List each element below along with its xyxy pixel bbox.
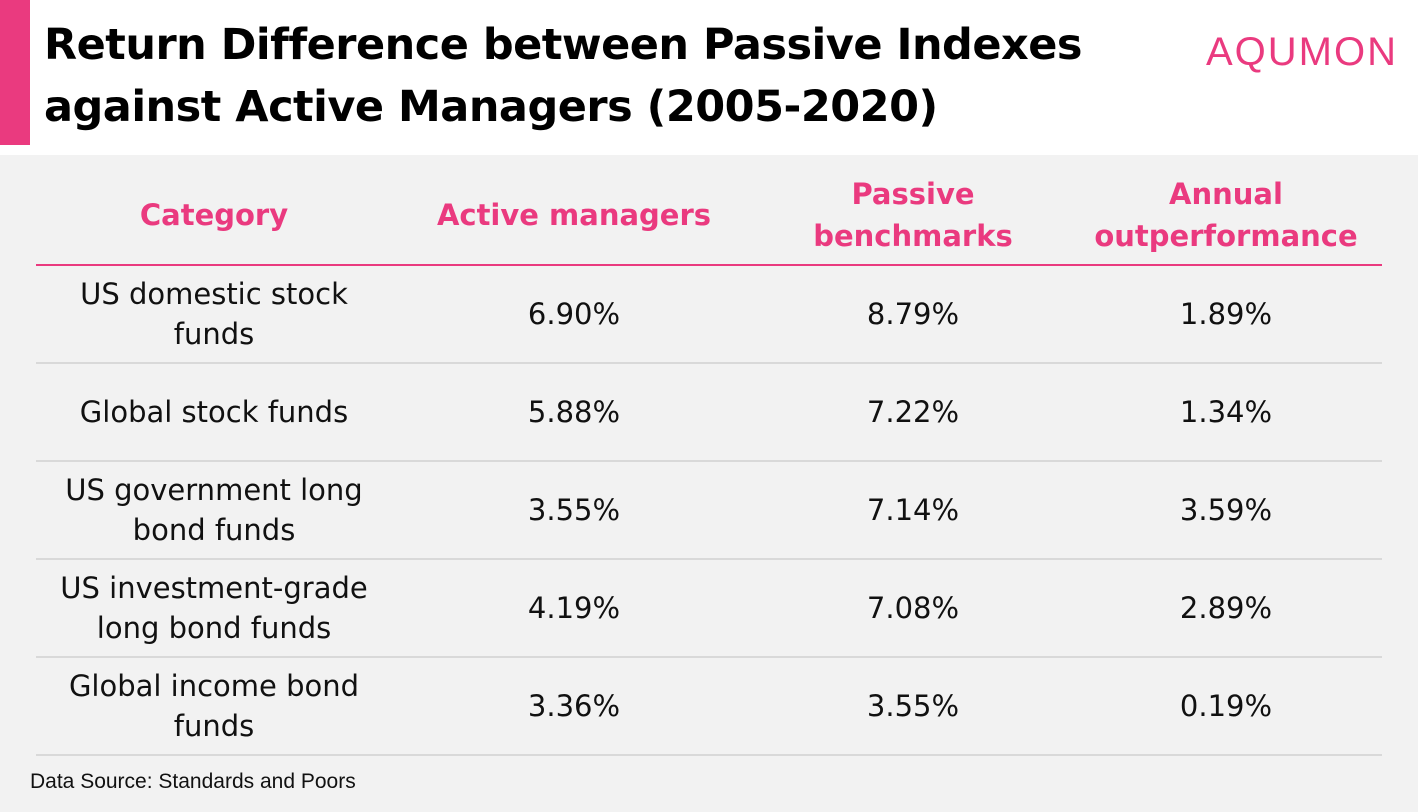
passive-benchmarks-cell: 3.55% xyxy=(866,689,960,723)
column-header-annual-outperformance: Annual outperformance xyxy=(1094,176,1358,253)
active-managers-cell: 6.90% xyxy=(527,297,621,331)
active-managers-cell: 3.36% xyxy=(527,689,621,723)
annual-outperformance-cell: 3.59% xyxy=(1179,493,1273,527)
header: Return Difference between Passive Indexe… xyxy=(0,0,1418,155)
active-managers-cell: 4.19% xyxy=(527,591,621,625)
category-cell: US domestic stock funds xyxy=(80,277,348,351)
passive-benchmarks-cell: 7.22% xyxy=(866,395,960,429)
column-header-active-managers: Active managers xyxy=(436,197,712,232)
column-header-category: Category xyxy=(139,197,289,232)
table-row: Global stock funds 5.88% 7.22% 1.34% xyxy=(36,364,1382,462)
column-header-passive-benchmarks: Passive benchmarks xyxy=(813,176,1013,253)
data-source-note: Data Source: Standards and Poors xyxy=(30,770,356,793)
category-cell: US investment-grade long bond funds xyxy=(60,571,368,645)
table-row: US investment-grade long bond funds 4.19… xyxy=(36,560,1382,658)
brand-logo: AQUMON xyxy=(1206,30,1398,74)
table-header-row: Category Active managers Passive benchma… xyxy=(36,165,1382,266)
category-cell: Global stock funds xyxy=(79,395,349,429)
data-table: Category Active managers Passive benchma… xyxy=(36,165,1382,756)
table-row: Global income bond funds 3.36% 3.55% 0.1… xyxy=(36,658,1382,756)
annual-outperformance-cell: 2.89% xyxy=(1179,591,1273,625)
chart-title: Return Difference between Passive Indexe… xyxy=(44,20,1083,132)
table-row: US government long bond funds 3.55% 7.14… xyxy=(36,462,1382,560)
table-row: US domestic stock funds 6.90% 8.79% 1.89… xyxy=(36,266,1382,364)
annual-outperformance-cell: 1.34% xyxy=(1179,395,1273,429)
table-panel: Category Active managers Passive benchma… xyxy=(0,155,1418,812)
annual-outperformance-cell: 0.19% xyxy=(1179,689,1273,723)
passive-benchmarks-cell: 7.08% xyxy=(866,591,960,625)
annual-outperformance-cell: 1.89% xyxy=(1179,297,1273,331)
accent-bar xyxy=(0,0,30,145)
category-cell: US government long bond funds xyxy=(65,473,363,547)
category-cell: Global income bond funds xyxy=(68,669,360,743)
active-managers-cell: 3.55% xyxy=(527,493,621,527)
active-managers-cell: 5.88% xyxy=(527,395,621,429)
passive-benchmarks-cell: 7.14% xyxy=(866,493,960,527)
passive-benchmarks-cell: 8.79% xyxy=(866,297,960,331)
